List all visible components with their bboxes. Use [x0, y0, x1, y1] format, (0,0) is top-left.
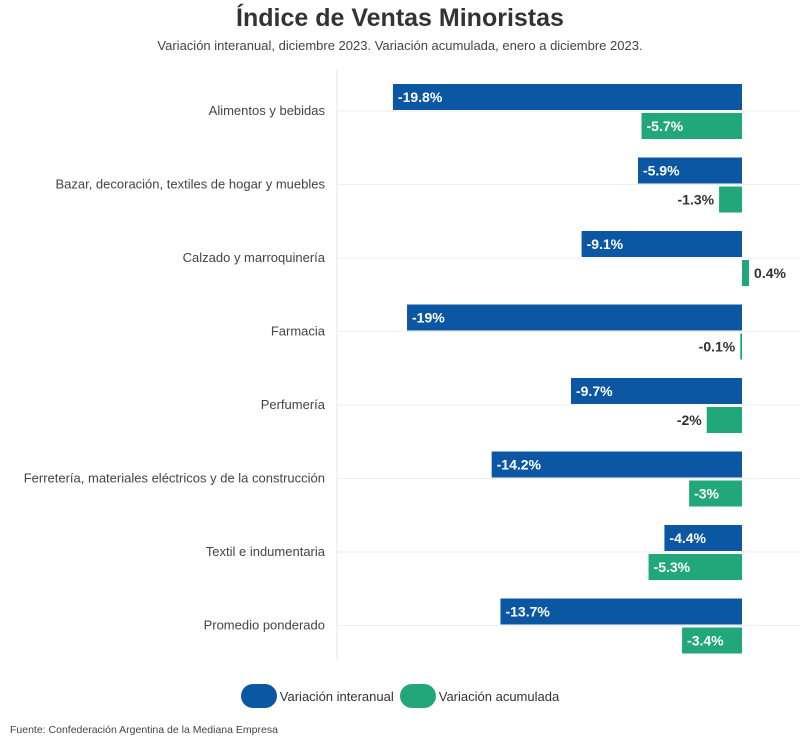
bar-interanual	[570, 378, 742, 404]
chart-title: Índice de Ventas Minoristas	[236, 4, 564, 32]
bar-acumulada	[641, 113, 742, 139]
bar-acumulada	[648, 554, 742, 580]
legend-item-interanual[interactable]: Variación interanual	[240, 684, 394, 708]
data-label: -19.8%	[398, 89, 443, 105]
data-label: -5.7%	[647, 118, 684, 134]
legend-swatch-green	[399, 684, 436, 708]
category-label: Farmacia	[271, 324, 326, 339]
bar-interanual	[491, 451, 742, 478]
data-label: -3%	[694, 486, 719, 502]
legend-swatch-blue	[240, 684, 277, 708]
legend: Variación interanual Variación acumulada	[0, 684, 800, 708]
data-label: -5.3%	[654, 559, 691, 575]
category-label: Textil e indumentaria	[206, 544, 326, 559]
legend-item-acumulada[interactable]: Variación acumulada	[399, 684, 560, 708]
legend-label: Variación acumulada	[438, 688, 560, 704]
bar-interanual	[581, 231, 742, 257]
source-note: Fuente: Confederación Argentina de la Me…	[10, 724, 278, 736]
category-label: Alimentos y bebidas	[209, 103, 326, 118]
bar-interanual	[637, 157, 742, 184]
bar-acumulada	[740, 333, 742, 360]
category-label: Bazar, decoración, textiles de hogar y m…	[55, 177, 325, 192]
data-label: -19%	[412, 310, 445, 326]
category-label: Calzado y marroquinería	[183, 250, 326, 265]
bar-acumulada	[682, 627, 742, 654]
bar-interanual	[407, 304, 742, 331]
bar-acumulada	[689, 480, 742, 507]
bar-chart: Alimentos y bebidas -19.8% -5.7% Bazar, dec…	[24, 70, 800, 660]
data-label: -4.4%	[669, 530, 706, 546]
data-label: -9.7%	[576, 383, 613, 399]
data-label: -14.2%	[497, 457, 542, 473]
data-label: -5.9%	[643, 163, 680, 179]
data-label: -2%	[677, 412, 702, 428]
data-label: -0.1%	[699, 339, 736, 355]
data-label: -13.7%	[505, 604, 550, 620]
category-label: Promedio ponderado	[204, 618, 325, 633]
legend-label: Variación interanual	[279, 688, 394, 704]
bar-interanual	[500, 598, 742, 625]
bar-interanual	[664, 525, 742, 551]
data-label: 0.4%	[754, 265, 786, 281]
chart-subtitle: Variación interanual, diciembre 2023. Va…	[157, 38, 643, 53]
bar-acumulada	[742, 260, 750, 286]
category-label: Ferretería, materiales eléctricos y de l…	[24, 471, 325, 486]
data-label: -3.4%	[687, 633, 724, 649]
bar-acumulada	[706, 407, 742, 433]
data-label: -1.3%	[678, 192, 715, 208]
category-label: Perfumería	[261, 397, 326, 412]
bar-acumulada	[719, 186, 742, 213]
data-label: -9.1%	[587, 236, 624, 252]
bar-interanual	[392, 84, 742, 110]
